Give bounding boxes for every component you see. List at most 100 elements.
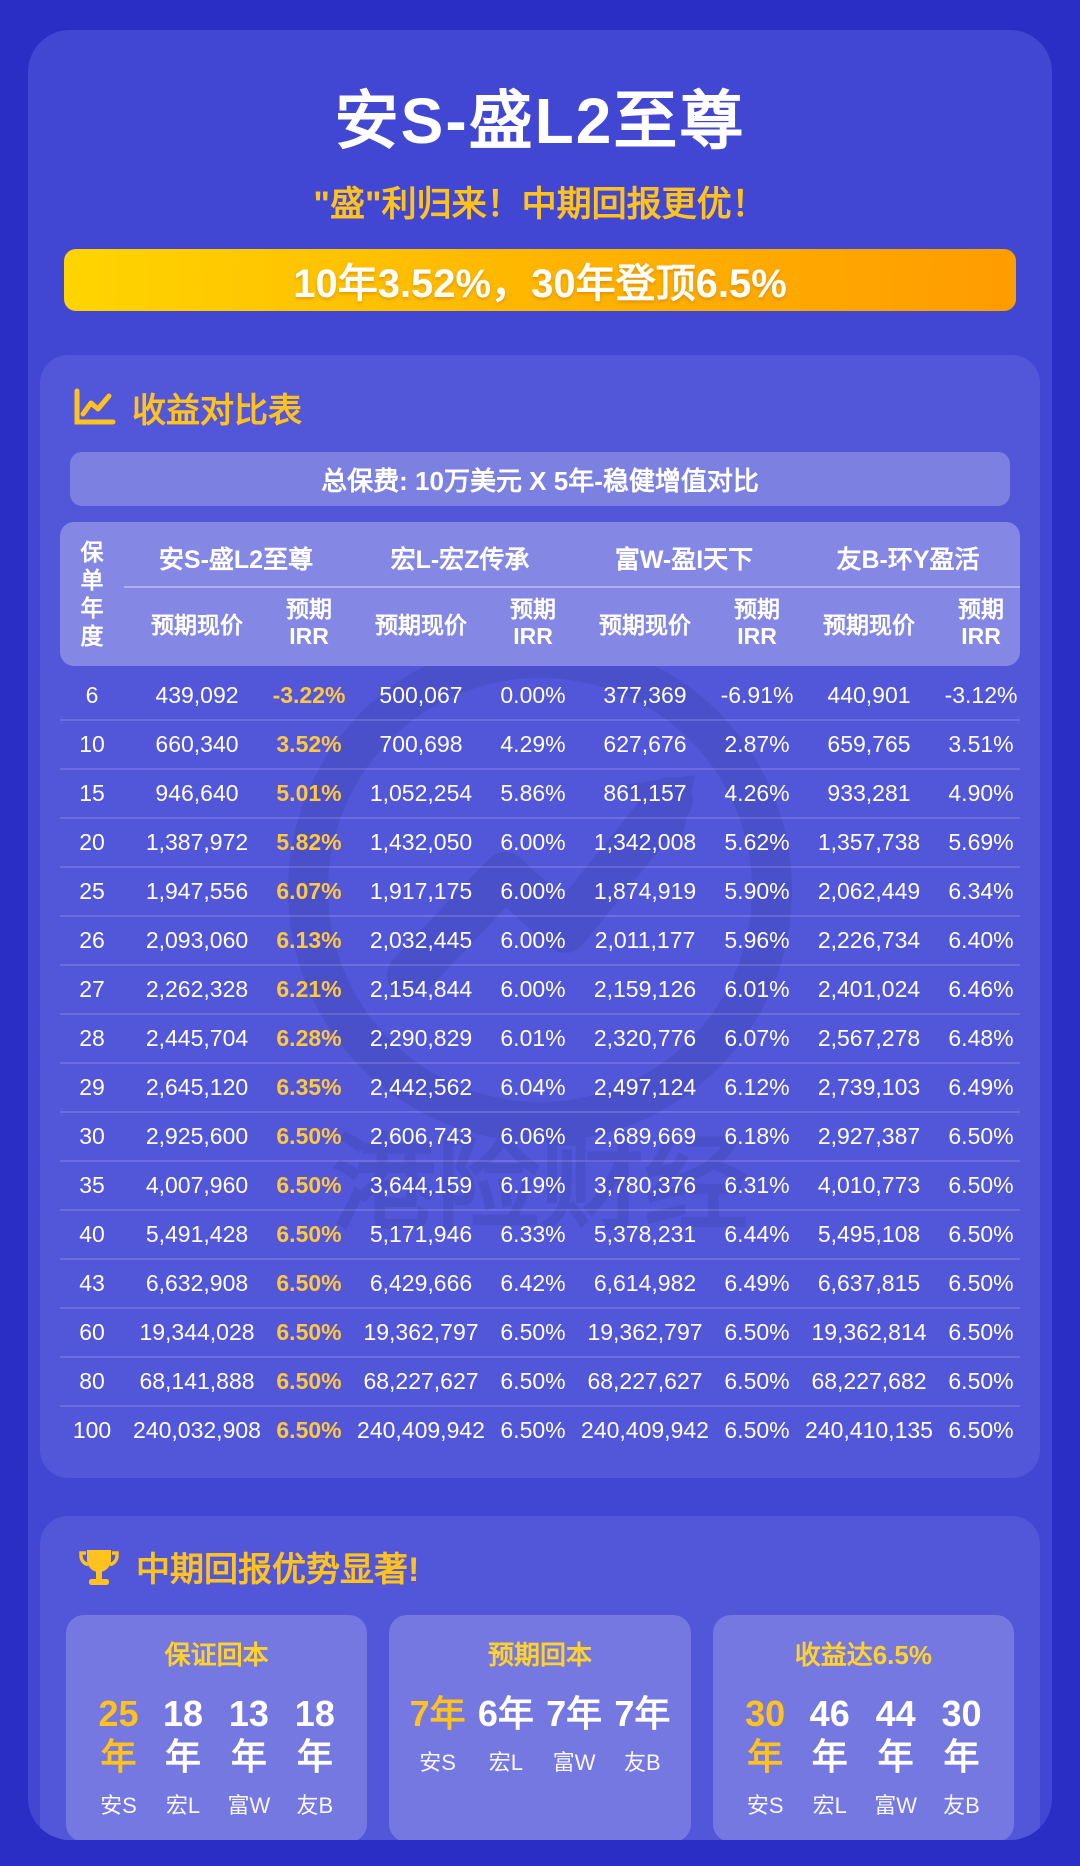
table-row: 60 19,344,028 6.50% 19,362,797 6.50% 19,362,7… xyxy=(60,1307,1020,1356)
stat-product-label: 宏L xyxy=(488,1750,523,1776)
col-header-expected-value: 预期现价 xyxy=(823,612,915,638)
cell-expected-irr: 6.46% xyxy=(948,976,1014,1002)
stat-product-label: 安S xyxy=(100,1793,137,1819)
cell-expected-irr: 6.00% xyxy=(500,829,566,855)
stat-box-items: 7年 安S 6年 宏L 7年 富W 7年 友B xyxy=(397,1692,682,1777)
cell-expected-value: 933,281 xyxy=(827,780,911,806)
cell-expected-irr: 6.50% xyxy=(276,1417,342,1443)
cell-expected-value: 2,645,120 xyxy=(145,1074,249,1100)
cell-expected-irr: 6.07% xyxy=(724,1025,790,1051)
cell-expected-value: 1,874,919 xyxy=(593,878,697,904)
cell-expected-irr: 6.50% xyxy=(948,1123,1014,1149)
stat-number: 7年 xyxy=(546,1693,603,1734)
table-row: 25 1,947,556 6.07% 1,917,175 6.00% 1,874,919 5… xyxy=(60,866,1020,915)
premium-summary-bar: 总保费: 10万美元 X 5年-稳健增值对比 xyxy=(70,452,1010,506)
cell-expected-value: 1,387,972 xyxy=(145,829,249,855)
stat-item: 6年 宏L xyxy=(478,1692,534,1777)
product-subheader-group: 预期现价 预期 IRR xyxy=(124,588,348,660)
cell-expected-value: 19,344,028 xyxy=(139,1319,255,1345)
cell-expected-irr: 6.44% xyxy=(724,1221,790,1247)
stat-item: 18 年宏L xyxy=(163,1692,203,1820)
advantage-section: 中期回报优势显著! 保证回本 25 年安S 18 年宏L 13 年富W 18 年友B 预期回本 7年… xyxy=(40,1516,1040,1840)
cell-policy-year: 28 xyxy=(79,1025,105,1051)
cell-expected-value: 1,052,254 xyxy=(369,780,473,806)
col-header-expected-value: 预期现价 xyxy=(599,612,691,638)
stat-number: 7年 xyxy=(409,1693,466,1734)
page-title: 安S-盛L2至尊 xyxy=(334,85,746,157)
table-row: 6 439,092 -3.22% 500,067 0.00% 377,369 -6.91% 4… xyxy=(60,672,1020,719)
table-row: 15 946,640 5.01% 1,052,254 5.86% 861,157 4.26%… xyxy=(60,768,1020,817)
cell-expected-irr: 6.50% xyxy=(948,1270,1014,1296)
policy-year-header-char: 度 xyxy=(80,623,104,649)
col-header-expected-irr: 预期 IRR xyxy=(718,596,796,650)
cell-expected-irr: 4.26% xyxy=(724,780,790,806)
col-header-expected-irr: 预期 IRR xyxy=(494,596,572,650)
table-row: 28 2,445,704 6.28% 2,290,829 6.01% 2,320,776 6… xyxy=(60,1013,1020,1062)
stat-box: 收益达6.5% 30 年安S 46 年宏L 44 年富W 30 年友B xyxy=(712,1615,1014,1840)
cell-expected-value: 6,614,982 xyxy=(593,1270,697,1296)
stat-item: 7年 友B xyxy=(614,1692,670,1777)
stat-item: 7年安S xyxy=(410,1692,466,1777)
stat-number: 18 xyxy=(294,1693,335,1734)
cell-expected-value: 1,917,175 xyxy=(369,878,473,904)
cell-expected-value: 440,901 xyxy=(827,682,911,708)
cell-expected-value: 2,226,734 xyxy=(817,927,921,953)
comparison-card-head: 收益对比表 xyxy=(60,383,1020,432)
advantage-boxes: 保证回本 25 年安S 18 年宏L 13 年富W 18 年友B 预期回本 7年 安S 6年 宏L 7年 富W… xyxy=(66,1615,1014,1840)
cell-expected-value: 500,067 xyxy=(379,682,463,708)
cell-expected-value: 2,606,743 xyxy=(369,1123,473,1149)
stat-number: 7年 xyxy=(614,1693,671,1734)
col-header-irr-line: IRR xyxy=(737,623,777,649)
product-subheader-group: 预期现价 预期 IRR xyxy=(572,588,796,660)
cell-expected-value: 4,007,960 xyxy=(145,1172,249,1198)
cell-expected-irr: -3.12% xyxy=(944,682,1018,708)
page-subtitle: "盛"利归来！中期回报更优！ xyxy=(313,185,767,224)
table-row: 43 6,632,908 6.50% 6,429,666 6.42% 6,614,982 6… xyxy=(60,1258,1020,1307)
cell-expected-value: 2,689,669 xyxy=(593,1123,697,1149)
cell-expected-value: 2,442,562 xyxy=(369,1074,473,1100)
stat-unit: 年 xyxy=(296,1736,333,1778)
cell-expected-value: 2,925,600 xyxy=(145,1123,249,1149)
cell-expected-value: 2,445,704 xyxy=(145,1025,249,1051)
cell-expected-irr: 6.50% xyxy=(948,1417,1014,1443)
table-row: 80 68,141,888 6.50% 68,227,627 6.50% 68,227,6… xyxy=(60,1356,1020,1405)
table-row: 35 4,007,960 6.50% 3,644,159 6.19% 3,780,376 6… xyxy=(60,1160,1020,1209)
column-subheaders-row: 预期现价 预期 IRR 预期现价 预期 IRR 预期现价 预期 IRR 预期现价 预期 IRR xyxy=(124,588,1020,660)
stat-item: 30 年安S xyxy=(745,1692,785,1820)
cell-expected-value: 660,340 xyxy=(155,731,239,757)
cell-expected-value: 68,141,888 xyxy=(139,1368,255,1394)
stat-box-title: 保证回本 xyxy=(164,1640,269,1670)
cell-expected-irr: -3.22% xyxy=(272,682,346,708)
comparison-table: 保单年度安S-盛L2至尊 宏L-宏Z传承 富W-盈I天下 友B-环Y盈活 预期现价 预期 I… xyxy=(60,522,1020,1454)
cell-expected-irr: 3.51% xyxy=(948,731,1014,757)
cell-expected-irr: 6.50% xyxy=(948,1319,1014,1345)
cell-policy-year: 43 xyxy=(79,1270,105,1296)
stat-number: 25 xyxy=(98,1693,139,1734)
cell-expected-irr: 4.90% xyxy=(948,780,1014,806)
col-header-irr-line: 预期 xyxy=(510,596,556,622)
cell-expected-irr: 6.50% xyxy=(724,1319,790,1345)
cell-policy-year: 27 xyxy=(79,976,105,1002)
stat-number: 44 xyxy=(875,1693,916,1734)
cell-expected-value: 2,320,776 xyxy=(593,1025,697,1051)
headline-banner: 10年3.52%，30年登顶6.5% xyxy=(64,249,1016,311)
cell-expected-value: 240,409,942 xyxy=(581,1417,709,1443)
stat-item: 30 年友B xyxy=(941,1692,981,1820)
cell-expected-irr: 6.50% xyxy=(948,1368,1014,1394)
cell-expected-value: 19,362,797 xyxy=(587,1319,703,1345)
product-header: 宏L-宏Z传承 xyxy=(390,546,530,574)
cell-expected-value: 2,159,126 xyxy=(593,976,697,1002)
cell-policy-year: 15 xyxy=(79,780,105,806)
stat-box-title: 预期回本 xyxy=(487,1640,592,1670)
stat-product-label: 安S xyxy=(419,1750,456,1776)
cell-expected-irr: 6.00% xyxy=(500,976,566,1002)
stat-product-label: 友B xyxy=(296,1793,334,1819)
premium-summary-text: 总保费: 10万美元 X 5年-稳健增值对比 xyxy=(321,465,759,496)
cell-expected-value: 1,947,556 xyxy=(145,878,249,904)
stat-number: 18 xyxy=(163,1693,204,1734)
cell-expected-irr: 6.07% xyxy=(276,878,342,904)
cell-expected-value: 2,290,829 xyxy=(369,1025,473,1051)
stat-unit: 年 xyxy=(165,1736,202,1778)
cell-expected-irr: 6.50% xyxy=(276,1270,342,1296)
cell-expected-value: 4,010,773 xyxy=(817,1172,921,1198)
